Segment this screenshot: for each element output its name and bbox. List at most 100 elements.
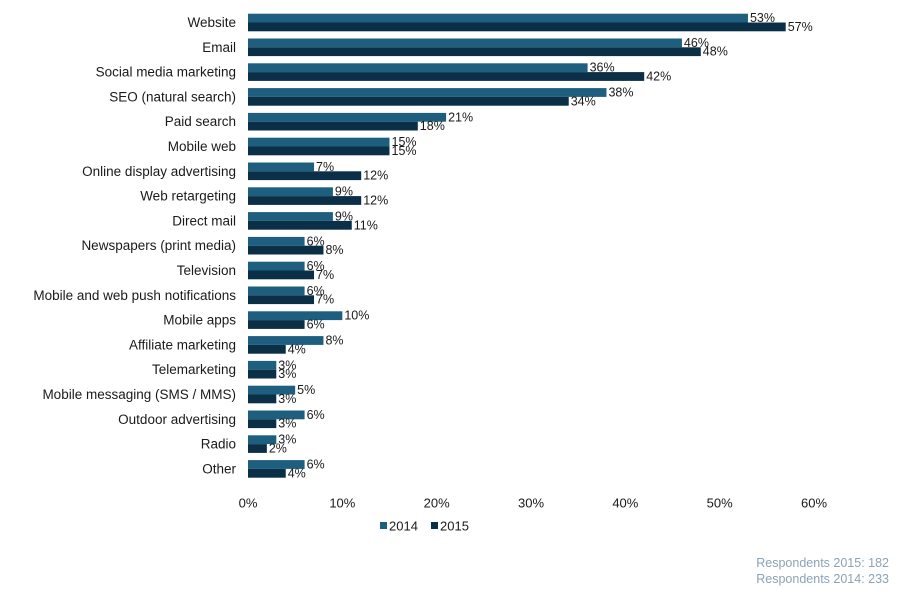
value-label-mobile-web-2014: 15% [392, 135, 417, 149]
value-label-web-retargeting-2014: 9% [335, 185, 353, 199]
legend-label-2014: 2014 [389, 519, 418, 534]
bar-mobile-web-2014 [248, 137, 390, 147]
bar-mobile-and-web-push-notifications-2014 [248, 286, 305, 296]
value-label-television-2014: 6% [307, 259, 325, 273]
bar-affiliate-marketing-2014 [248, 336, 324, 345]
x-tick-label-40: 40% [612, 496, 638, 511]
value-label-newspapers-print-media-2015: 8% [325, 243, 343, 257]
value-label-television-2015: 7% [316, 268, 334, 282]
category-label-other: Other [202, 461, 236, 476]
value-label-seo-natural-search-2014: 38% [608, 86, 633, 100]
bar-direct-mail-2014 [248, 212, 333, 221]
legend-swatch-2015 [431, 522, 438, 529]
value-label-newspapers-print-media-2014: 6% [307, 234, 325, 248]
category-label-mobile-web: Mobile web [168, 139, 236, 154]
x-tick-label-50: 50% [707, 496, 733, 511]
bar-online-display-advertising-2014 [248, 162, 315, 172]
value-label-other-2015: 4% [288, 466, 306, 480]
value-label-online-display-advertising-2014: 7% [316, 160, 334, 174]
value-label-online-display-advertising-2015: 12% [363, 169, 388, 183]
bar-online-display-advertising-2015 [248, 171, 362, 181]
bar-email-2014 [248, 38, 682, 48]
value-label-social-media-marketing-2014: 36% [590, 61, 615, 75]
category-label-television: Television [177, 263, 236, 278]
category-label-web-retargeting: Web retargeting [140, 189, 236, 204]
category-label-mobile-and-web-push-notifications: Mobile and web push notifications [33, 288, 236, 303]
value-label-paid-search-2014: 21% [448, 110, 473, 124]
bar-email-2015 [248, 47, 701, 57]
legend-swatch-2014 [380, 522, 387, 529]
value-label-mobile-and-web-push-notifications-2015: 7% [316, 293, 334, 307]
x-tick-label-60: 60% [801, 496, 827, 511]
bar-mobile-messaging-sms-mms-2015 [248, 394, 277, 404]
legend-label-2015: 2015 [440, 519, 469, 534]
value-label-telemarketing-2015: 3% [278, 367, 296, 381]
value-label-telemarketing-2014: 3% [278, 358, 296, 372]
bar-mobile-web-2015 [248, 146, 390, 156]
category-label-newspapers-print-media: Newspapers (print media) [81, 238, 236, 253]
footnotes: Respondents 2015: 182 Respondents 2014: … [756, 556, 889, 586]
value-label-mobile-messaging-sms-mms-2014: 5% [297, 383, 315, 397]
bar-outdoor-advertising-2015 [248, 419, 277, 429]
bar-seo-natural-search-2015 [248, 96, 569, 106]
legend: 2014 2015 [380, 519, 469, 534]
category-label-paid-search: Paid search [165, 114, 236, 129]
footnote-respondents-2015: Respondents 2015: 182 [756, 556, 889, 570]
bar-social-media-marketing-2014 [248, 63, 588, 73]
value-label-email-2014: 46% [684, 36, 709, 50]
value-label-other-2014: 6% [307, 458, 325, 472]
bar-mobile-apps-2015 [248, 320, 305, 329]
value-label-mobile-apps-2015: 6% [307, 318, 325, 332]
bar-outdoor-advertising-2014 [248, 410, 305, 420]
bar-telemarketing-2015 [248, 369, 277, 379]
bar-television-2015 [248, 270, 315, 280]
category-label-website: Website [187, 15, 236, 30]
value-label-website-2014: 53% [750, 11, 775, 25]
bar-mobile-messaging-sms-mms-2014 [248, 385, 296, 395]
bar-mobile-and-web-push-notifications-2015 [248, 295, 315, 305]
x-tick-label-0: 0% [239, 496, 258, 511]
category-label-radio: Radio [201, 437, 236, 452]
bar-mobile-apps-2014 [248, 311, 343, 321]
value-label-website-2015: 57% [788, 20, 813, 34]
category-label-online-display-advertising: Online display advertising [82, 164, 236, 179]
value-label-outdoor-advertising-2015: 3% [278, 417, 296, 431]
value-label-seo-natural-search-2015: 34% [571, 94, 596, 108]
bar-paid-search-2015 [248, 121, 418, 131]
category-label-social-media-marketing: Social media marketing [96, 65, 236, 80]
value-label-radio-2015: 2% [269, 442, 287, 456]
value-label-social-media-marketing-2015: 42% [646, 70, 671, 84]
bar-radio-2015 [248, 444, 267, 453]
bar-paid-search-2014 [248, 112, 447, 122]
bar-newspapers-print-media-2015 [248, 245, 324, 255]
value-label-direct-mail-2014: 9% [335, 210, 353, 224]
bar-radio-2014 [248, 435, 277, 445]
bar-seo-natural-search-2014 [248, 88, 607, 97]
footnote-respondents-2014: Respondents 2014: 233 [756, 572, 889, 586]
bar-direct-mail-2015 [248, 220, 352, 230]
value-label-mobile-messaging-sms-mms-2015: 3% [278, 392, 296, 406]
category-label-outdoor-advertising: Outdoor advertising [118, 412, 236, 427]
bar-website-2014 [248, 13, 748, 23]
category-label-mobile-apps: Mobile apps [163, 313, 236, 328]
category-label-mobile-messaging-sms-mms: Mobile messaging (SMS / MMS) [42, 387, 236, 402]
value-label-mobile-and-web-push-notifications-2014: 6% [307, 284, 325, 298]
bar-telemarketing-2014 [248, 360, 277, 370]
bars-group [248, 13, 786, 478]
bar-web-retargeting-2014 [248, 187, 333, 197]
bar-affiliate-marketing-2015 [248, 344, 286, 354]
bar-social-media-marketing-2015 [248, 72, 645, 81]
category-label-affiliate-marketing: Affiliate marketing [129, 337, 236, 352]
value-labels: 53% 57% 46%48% 36% 42% 38% 34% 21%18%15%15% 7% 12… [269, 11, 813, 480]
x-tick-label-20: 20% [424, 496, 450, 511]
bar-website-2015 [248, 22, 786, 32]
bar-newspapers-print-media-2014 [248, 236, 305, 246]
value-label-radio-2014: 3% [278, 433, 296, 447]
value-label-web-retargeting-2015: 12% [363, 194, 388, 208]
category-label-email: Email [202, 40, 236, 55]
value-label-outdoor-advertising-2014: 6% [307, 408, 325, 422]
value-label-affiliate-marketing-2015: 4% [288, 342, 306, 356]
x-tick-label-30: 30% [518, 496, 544, 511]
bar-television-2014 [248, 261, 305, 271]
